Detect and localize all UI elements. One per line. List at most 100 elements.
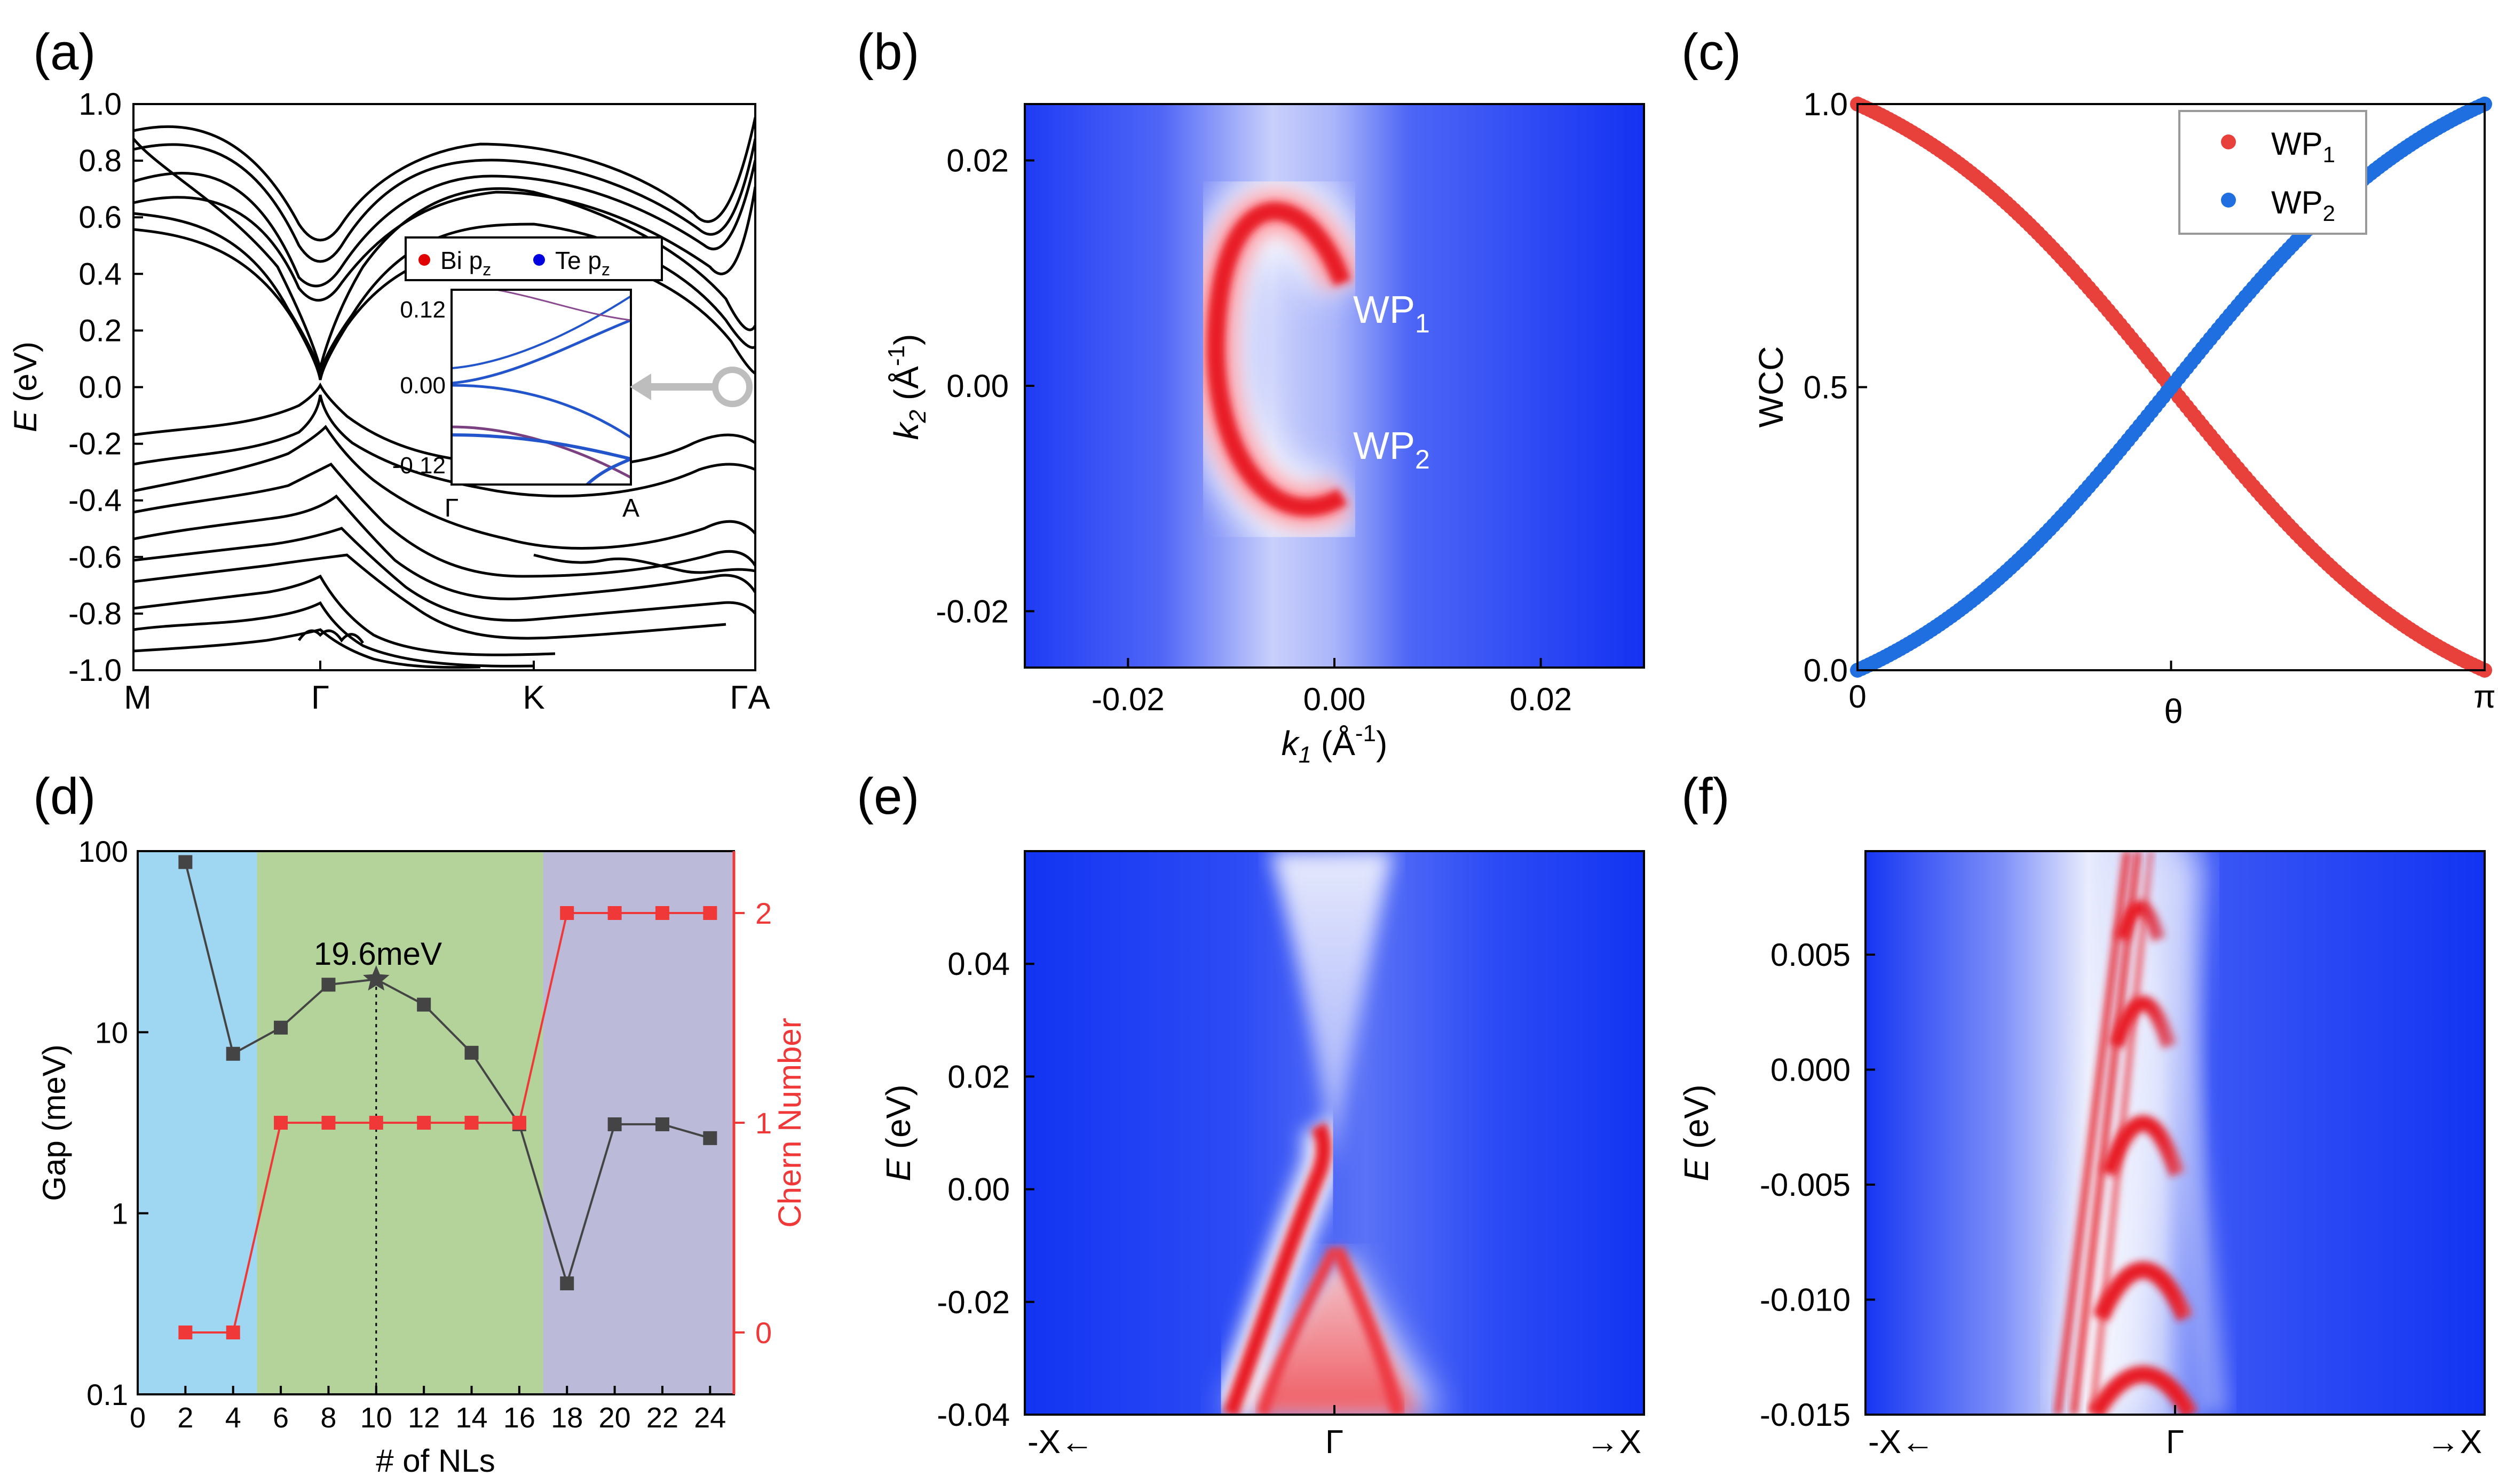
inset-ytick: 0.12 (400, 297, 446, 323)
y-axis-label: E (eV) (7, 342, 43, 432)
gap-point (655, 1117, 669, 1131)
x-axis-label: # of NLs (376, 1443, 495, 1479)
heatmap-bg (1025, 104, 1644, 668)
y-axis-label: k2 (Å-1) (883, 334, 931, 440)
chern-points (178, 906, 717, 1339)
x-tick-label: 18 (551, 1402, 583, 1434)
gap-point (178, 855, 193, 869)
x-tick-label: 22 (646, 1402, 678, 1434)
gap-point (226, 1046, 240, 1061)
y-tick-label-left: 10 (95, 1015, 128, 1049)
y-tick-label: -0.02 (937, 1284, 1010, 1320)
y-tick-label: -0.005 (1760, 1167, 1851, 1203)
chern-point (655, 906, 669, 920)
x-tick-label: Γ (1325, 1424, 1343, 1461)
x-tick-label: 14 (455, 1402, 487, 1434)
panel-c-wcc: (c) 1.0 0.5 0.00 π WCC θ WP1 WP2 (1681, 23, 2496, 731)
y-tick-label: 0.02 (947, 1059, 1010, 1094)
fermi-arc (1207, 202, 1351, 517)
legend-bi-pz: Bi pz (440, 247, 491, 279)
gap-point-peak-star (363, 965, 390, 991)
phase-region (138, 851, 257, 1394)
chern-line (185, 912, 710, 1334)
x-tick-label: 8 (320, 1402, 336, 1434)
y-tick-label: 0.00 (946, 368, 1009, 404)
bulk-cone (1270, 851, 1393, 1169)
x-tick-label: Γ (311, 679, 329, 716)
y-tick-label: -0.015 (1760, 1397, 1851, 1433)
y-tick-label: 0.8 (78, 144, 122, 178)
gap-points (178, 855, 717, 1291)
panel-e-surface-spectrum: (e) 0.04 0.02 0.00 -0.02 -0.04 -X← Γ →X E (eV) (857, 768, 1645, 1461)
y-tick-label: -0.6 (68, 540, 122, 575)
gap-line (184, 862, 710, 1288)
wcc-series (1850, 97, 2492, 678)
gap-point (607, 1117, 622, 1131)
x-tick-label: 24 (694, 1402, 726, 1434)
panel-e-label: (e) (857, 768, 919, 825)
x-tick-label: 4 (225, 1402, 241, 1434)
x-tick-label: 0.00 (1303, 681, 1366, 717)
x-tick-label: 0 (130, 1402, 146, 1434)
y-tick-label: -1.0 (68, 653, 122, 688)
y-tick-label: 0.04 (947, 946, 1010, 982)
quantum-well-bands (2088, 900, 2199, 1415)
y-tick-label: 0.005 (1770, 937, 1851, 973)
x-tick-label: 0 (1848, 679, 1866, 715)
y-tick-label-right: 0 (755, 1316, 772, 1350)
gap-point (321, 978, 336, 992)
x-tick-label: ΓA (730, 679, 770, 716)
surface-state-2 (2070, 851, 2141, 1415)
x-tick-label: 16 (503, 1402, 535, 1434)
chern-point (607, 906, 622, 920)
x-tick-label: 0.02 (1509, 681, 1572, 717)
y-tick-label: -0.8 (68, 597, 122, 631)
y-tick-label: -0.04 (937, 1397, 1010, 1433)
y-tick-label-right: 2 (755, 896, 772, 930)
x-tick-label: →X (2427, 1424, 2482, 1461)
legend: WP1 WP2 (2178, 110, 2367, 235)
y-tick-label: 0.00 (947, 1172, 1010, 1208)
y-tick-label: -0.2 (68, 427, 122, 462)
x-tick-label: M (124, 679, 152, 716)
y-axis-label: WCC (1752, 346, 1790, 428)
y-tick-label-left: 100 (78, 835, 128, 868)
y-tick-label: 0.0 (78, 370, 122, 405)
x-tick-label: -X← (1868, 1424, 1934, 1461)
surface-state (1222, 1122, 1332, 1415)
wp1-marker (2221, 134, 2236, 149)
gap-point (417, 997, 431, 1012)
chern-point (464, 1116, 479, 1130)
y-tick-label-left: 0.1 (86, 1378, 128, 1411)
y-tick-label: 1.0 (78, 87, 122, 122)
chern-point (369, 1116, 383, 1130)
panel-d-label: (d) (33, 768, 96, 825)
chern-point (703, 906, 717, 920)
panel-b-fermi-arc: (b) WP1 WP2 0.020.00-0.02 -0.02 0.00 0.02 … (857, 23, 1645, 768)
inset: Bi pz Te pz 0.12 0.00 -0.12 Γ A (392, 236, 663, 522)
x-tick-labels: -0.02 0.00 0.02 (1092, 658, 1572, 717)
legend-box (2178, 110, 2367, 235)
y-tick-label: -0.010 (1760, 1282, 1851, 1318)
y-tick-label: 0.5 (1804, 370, 1848, 406)
y-tick-label: 0.4 (78, 257, 122, 291)
inset-bands (452, 290, 631, 485)
y-axis-label-right: Chern Number (772, 1018, 808, 1228)
chern-point (560, 906, 574, 920)
x-tick-label: 6 (273, 1402, 289, 1434)
y-tick-label: -0.4 (68, 483, 122, 518)
chern-point (226, 1326, 240, 1339)
wp1-annotation: WP1 (1353, 289, 1430, 338)
weyl-point-circle (712, 367, 753, 407)
y-axis-label: E (eV) (1677, 1084, 1716, 1181)
x-tick-label: K (523, 679, 544, 716)
wp2-annotation: WP2 (1353, 425, 1430, 474)
tick-labels: 0.04 0.02 0.00 -0.02 -0.04 -X← Γ →X (937, 946, 1641, 1461)
tick-labels: 0.005 0.000 -0.005 -0.010 -0.015 -X← Γ →X (1760, 937, 2482, 1461)
gap-point (703, 1131, 717, 1145)
panel-f-surface-spectrum-zoom: (f) 0.005 0.000 -0.005 -0.010 -0.015 -X← Γ →X E… (1677, 768, 2486, 1461)
chern-point (178, 1326, 193, 1339)
wp2-marker (2221, 193, 2236, 208)
